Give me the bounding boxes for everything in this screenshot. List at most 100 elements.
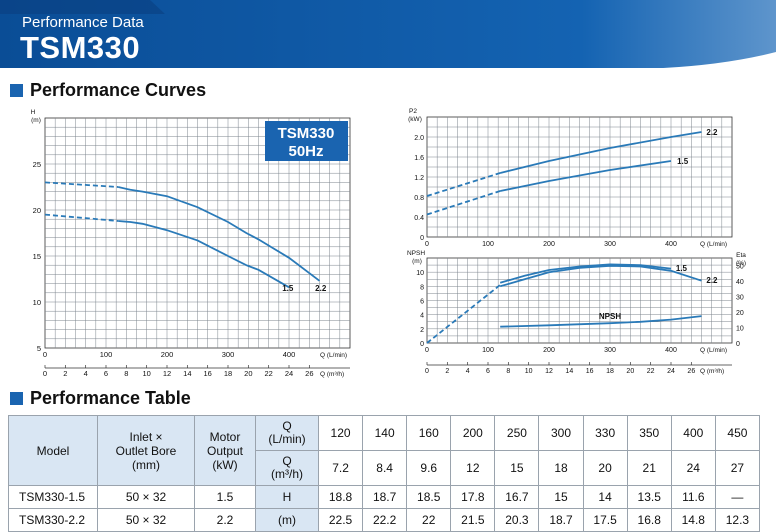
- flow-m3h-cell: 15: [494, 450, 540, 486]
- head-cell: 18.7: [362, 485, 408, 509]
- head-curve-dashed-1.5: [44, 213, 119, 222]
- output-cell: 1.5: [194, 485, 256, 509]
- head-cell: 16.8: [626, 508, 672, 532]
- power-series-label: 1.5: [677, 157, 689, 166]
- model-cell: TSM330-1.5: [8, 485, 98, 509]
- npsh-x2-tick-label: 26: [687, 368, 695, 375]
- model-badge-box: [265, 121, 348, 161]
- flow-lmin-cell: 330: [582, 415, 628, 451]
- head-y-axis-label: H: [31, 109, 36, 116]
- head-x2-tick-label: 4: [84, 369, 88, 378]
- header-title: TSM330: [20, 30, 141, 65]
- header-subtitle: Performance Data: [22, 14, 144, 31]
- power-y-tick-label: 1.2: [414, 175, 424, 182]
- head-x2-tick-label: 2: [63, 369, 67, 378]
- head-x2-tick-label: 24: [285, 369, 293, 378]
- head-cell: 15: [538, 485, 584, 509]
- flow-m3h-cell: 21: [626, 450, 672, 486]
- eta-y-tick-label: 0: [736, 341, 740, 348]
- eta-y-tick-label: 40: [736, 279, 744, 286]
- head-x2-tick-label: 22: [264, 369, 272, 378]
- head-y-axis-unit: (m): [31, 117, 41, 124]
- head-x2-tick-label: 8: [124, 369, 128, 378]
- head-x-tick-label: 400: [283, 350, 296, 359]
- eta-y-tick-label: 50: [736, 264, 744, 271]
- head-y-tick-label: 10: [33, 298, 41, 307]
- power-curve-1.5: [500, 160, 672, 192]
- head-y-tick-label: 20: [33, 206, 41, 215]
- power-y-axis-label: P2: [409, 108, 417, 115]
- power-x-tick-label: 0: [425, 241, 429, 248]
- header-q-lmin: Q (L/min): [255, 415, 319, 451]
- npsh-y-axis-unit: (m): [412, 258, 422, 265]
- flow-lmin-cell: 140: [362, 415, 408, 451]
- head-cell: 18.8: [317, 485, 364, 509]
- power-y-tick-label: 2.0: [414, 135, 424, 142]
- eta-y-tick-label: 10: [736, 326, 744, 333]
- npsh-x2-tick-label: 20: [626, 368, 634, 375]
- head-curve-2.2: [117, 186, 321, 282]
- npsh-x-axis-label: Q (L/min): [700, 347, 727, 354]
- section-title-curves: Performance Curves: [30, 80, 207, 100]
- section-title-table: Performance Table: [30, 388, 191, 408]
- head-x2-tick-label: 14: [183, 369, 191, 378]
- model-cell: TSM330-2.2: [8, 508, 98, 532]
- flow-lmin-cell: 250: [494, 415, 540, 451]
- power-y-tick-label: 0: [420, 235, 424, 242]
- head-cell: 21.5: [450, 508, 496, 532]
- head-cell: —: [714, 485, 761, 509]
- head-cell: 11.6: [670, 485, 716, 509]
- npsh-x-tick-label: 300: [604, 347, 616, 354]
- power-x-tick-label: 300: [604, 241, 616, 248]
- npsh-x2-tick-label: 0: [425, 368, 429, 375]
- npsh-x2-tick-label: 8: [506, 368, 510, 375]
- header-q-m3h: Q (m³/h): [255, 450, 319, 486]
- head-x2-tick-label: 0: [43, 369, 47, 378]
- head-cell: 22: [406, 508, 452, 532]
- npsh-eta-curve-0: [500, 315, 702, 328]
- bore-cell: 50 × 32: [97, 508, 195, 532]
- npsh-y-tick-label: 8: [420, 284, 424, 291]
- head-x2-tick-label: 6: [104, 369, 108, 378]
- head-x-tick-label: 300: [222, 350, 235, 359]
- npsh-y-tick-label: 0: [420, 341, 424, 348]
- eta-series-label: 1.5: [676, 264, 688, 273]
- flow-m3h-cell: 8.4: [362, 450, 408, 486]
- head-y-tick-label: 5: [37, 344, 41, 353]
- flow-lmin-cell: 350: [626, 415, 672, 451]
- power-y-tick-label: 1.6: [414, 155, 424, 162]
- npsh-x2-tick-label: 18: [606, 368, 614, 375]
- head-x2-tick-label: 12: [163, 369, 171, 378]
- head-x2-axis-label: Q (m³/h): [320, 371, 344, 378]
- npsh-x2-tick-label: 14: [565, 368, 573, 375]
- flow-lmin-cell: 200: [450, 415, 496, 451]
- power-x-axis-label: Q (L/min): [700, 241, 727, 248]
- head-x2-tick-label: 10: [142, 369, 150, 378]
- head-cell: 14: [582, 485, 628, 509]
- power-y-axis-unit: (kW): [408, 116, 422, 123]
- npsh-y-tick-label: 10: [416, 270, 424, 277]
- power-x-tick-label: 100: [482, 241, 494, 248]
- header-background: [0, 0, 776, 68]
- head-cell: 18.7: [538, 508, 584, 532]
- head-x2-tick-label: 26: [305, 369, 313, 378]
- eta-y-tick-label: 30: [736, 295, 744, 302]
- flow-m3h-cell: 7.2: [317, 450, 364, 486]
- head-y-tick-label: 15: [33, 252, 41, 261]
- head-cell: 17.5: [582, 508, 628, 532]
- head-x-tick-label: 200: [161, 350, 174, 359]
- npsh-x2-tick-label: 10: [525, 368, 533, 375]
- npsh-x-tick-label: 0: [425, 347, 429, 354]
- head-cell: 14.8: [670, 508, 716, 532]
- npsh-x-tick-label: 100: [482, 347, 494, 354]
- eta-y-tick-label: 20: [736, 310, 744, 317]
- head-x2-tick-label: 20: [244, 369, 252, 378]
- flow-m3h-cell: 9.6: [406, 450, 452, 486]
- npsh-x2-tick-label: 2: [445, 368, 449, 375]
- power-y-tick-label: 0.8: [414, 195, 424, 202]
- npsh-x-tick-label: 400: [665, 347, 677, 354]
- head-x2-tick-label: 16: [203, 369, 211, 378]
- npsh-y-tick-label: 2: [420, 327, 424, 334]
- flow-m3h-cell: 20: [582, 450, 628, 486]
